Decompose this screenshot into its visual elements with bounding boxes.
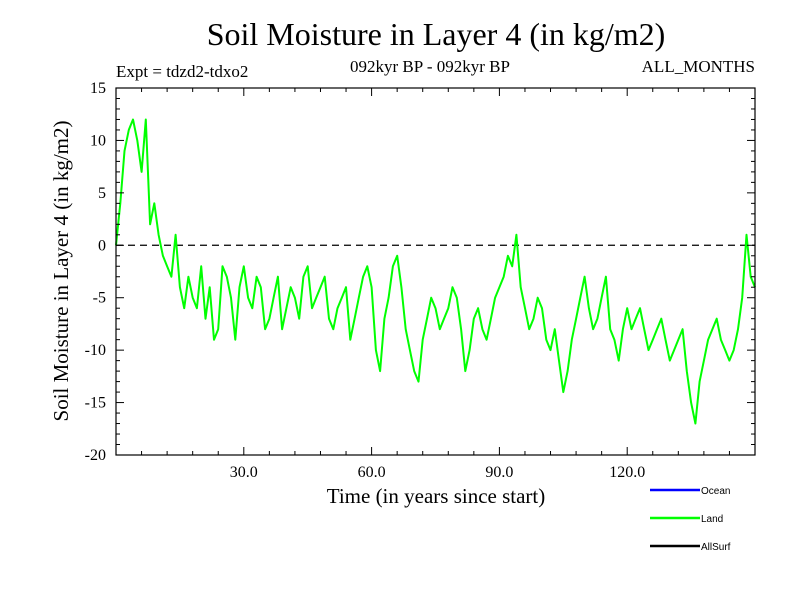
legend: Ocean Land AllSurf — [650, 486, 731, 553]
y-tick-label: 15 — [90, 80, 106, 97]
series-line-land — [115, 118, 756, 425]
chart-title: Soil Moisture in Layer 4 (in kg/m2) — [207, 16, 666, 52]
y-tick-label: 10 — [90, 132, 106, 149]
legend-label-land: Land — [701, 514, 723, 525]
y-tick-label: -10 — [85, 342, 106, 359]
x-tick-label: 90.0 — [485, 464, 513, 481]
y-axis-label: Soil Moisture in Layer 4 (in kg/m2) — [49, 121, 73, 422]
legend-label-allsurf: AllSurf — [701, 542, 731, 553]
x-axis-label: Time (in years since start) — [327, 484, 546, 508]
plot-area: -20 -15 -10 -5 0 5 10 15 30.0 60.0 90.0 120.0 — [85, 80, 756, 481]
x-tick-label: 120.0 — [609, 464, 645, 481]
x-tick-label: 60.0 — [358, 464, 386, 481]
plot-frame — [115, 87, 756, 456]
y-tick-label: -15 — [85, 395, 106, 412]
legend-label-ocean: Ocean — [701, 486, 730, 497]
y-tick-label: 5 — [98, 185, 106, 202]
y-tick-label: 0 — [98, 237, 106, 254]
y-tick-label: -20 — [85, 447, 106, 464]
subtitle-left: Expt = tdzd2-tdxo2 — [116, 62, 248, 81]
subtitle-right: ALL_MONTHS — [642, 57, 755, 76]
x-tick-label: 30.0 — [230, 464, 258, 481]
subtitle-center: 092kyr BP - 092kyr BP — [350, 57, 510, 76]
y-tick-label: -5 — [93, 290, 106, 307]
